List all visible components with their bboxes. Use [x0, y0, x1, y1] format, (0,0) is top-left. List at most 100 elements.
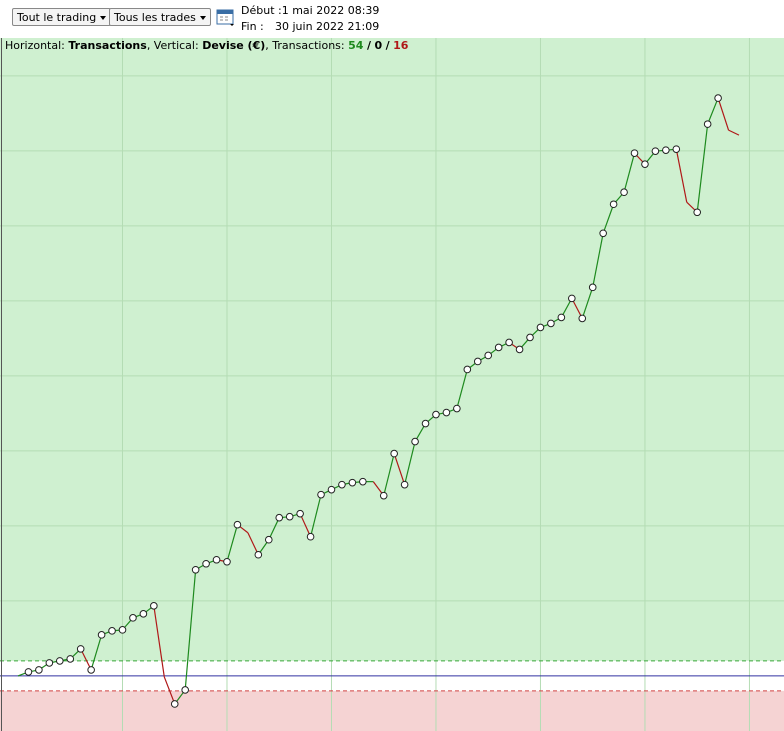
- trade-point: [338, 480, 346, 489]
- trade-point: [390, 449, 398, 458]
- equity-segment: [592, 233, 604, 288]
- trade-point: [118, 626, 127, 634]
- toolbar: Tout le trading Tous les trades Début :1…: [0, 0, 784, 38]
- equity-segment: [728, 129, 740, 136]
- trade-point: [359, 477, 367, 486]
- trade-point: [588, 283, 597, 292]
- trade-point: [672, 145, 681, 153]
- equity-segment: [404, 441, 416, 485]
- trade-point: [453, 404, 461, 413]
- trade-point: [411, 437, 419, 446]
- loss-zone: [0, 690, 784, 731]
- trade-point: [536, 323, 545, 332]
- trade-point: [275, 513, 284, 522]
- value: Transactions: [68, 39, 147, 52]
- trade-point: [97, 631, 106, 639]
- trade-point: [609, 200, 618, 209]
- end-label: Fin :: [241, 20, 264, 33]
- trade-point: [296, 509, 304, 518]
- trade-point: [703, 120, 712, 128]
- trade-point: [547, 319, 555, 328]
- equity-segment: [90, 634, 103, 671]
- calendar-icon[interactable]: [216, 7, 236, 27]
- trade-point: [129, 614, 137, 622]
- profit-zone: [0, 38, 784, 731]
- equity-segment: [623, 153, 636, 193]
- trade-point: [568, 294, 576, 303]
- equity-segment: [247, 532, 259, 556]
- equity-segment: [393, 453, 406, 485]
- equity-segment: [184, 569, 197, 690]
- trade-point: [170, 700, 179, 708]
- trade-point: [494, 343, 503, 352]
- trade-point: [578, 314, 587, 323]
- losses: 16: [393, 39, 409, 52]
- trade-point: [108, 627, 116, 635]
- equity-segment: [309, 494, 322, 537]
- trade-point: [233, 520, 242, 529]
- start-date: Début :1 mai 2022 08:39: [241, 4, 380, 17]
- trade-point: [515, 345, 524, 354]
- trade-point: [400, 480, 409, 489]
- trades-filter[interactable]: Tous les trades: [109, 8, 211, 26]
- trade-point: [630, 149, 639, 157]
- equity-segment: [717, 97, 730, 131]
- label: , Transactions:: [265, 39, 345, 52]
- trade-point: [35, 666, 43, 674]
- sep: /: [366, 39, 371, 52]
- trade-point: [641, 160, 649, 168]
- trade-point: [557, 313, 566, 322]
- trade-point: [150, 602, 158, 610]
- trade-point: [45, 659, 54, 667]
- trade-point: [421, 419, 430, 428]
- trade-point: [599, 229, 607, 238]
- trade-point: [87, 666, 95, 674]
- equity-chart: [0, 38, 784, 731]
- equity-segment: [581, 287, 594, 319]
- equity-segment: [80, 648, 92, 671]
- label: Horizontal:: [5, 39, 65, 52]
- trade-point: [463, 365, 472, 374]
- trade-point: [76, 645, 85, 653]
- trade-point: [526, 333, 534, 342]
- trade-point: [285, 512, 294, 521]
- equity-segment: [696, 124, 709, 213]
- trade-point: [442, 408, 451, 417]
- trade-point: [264, 535, 273, 544]
- trade-point: [306, 532, 315, 541]
- trade-point: [317, 490, 325, 499]
- trade-point: [379, 491, 388, 500]
- label: , Vertical:: [146, 39, 199, 52]
- trade-point: [620, 188, 628, 197]
- equity-segment: [456, 369, 468, 409]
- trade-point: [202, 559, 210, 568]
- equity-segment: [268, 517, 280, 540]
- trade-point: [484, 351, 493, 360]
- equity-segment: [153, 605, 165, 678]
- wins: 54: [348, 39, 364, 52]
- trade-point: [714, 94, 722, 102]
- trade-point: [327, 485, 336, 494]
- equity-segment: [226, 524, 239, 562]
- trade-point: [66, 655, 75, 663]
- value: Devise (€): [202, 39, 266, 52]
- sep: /: [385, 39, 390, 52]
- even: 0: [374, 39, 383, 52]
- equity-segment: [675, 149, 688, 203]
- equity-segment: [163, 676, 176, 705]
- trade-point: [505, 338, 513, 347]
- trade-point: [223, 557, 231, 566]
- trade-point: [662, 146, 670, 154]
- trade-point: [651, 147, 660, 155]
- trade-point: [24, 668, 33, 676]
- trade-point: [432, 410, 440, 419]
- trade-point: [55, 657, 64, 665]
- equity-segment: [299, 513, 312, 537]
- trade-point: [473, 357, 482, 366]
- trade-point: [212, 555, 221, 564]
- end-date: 30 juin 2022 21:09: [275, 20, 380, 33]
- chart-header: Horizontal: Transactions, Vertical: Devi…: [5, 39, 408, 52]
- trading-filter[interactable]: Tout le trading: [12, 8, 112, 26]
- trade-point: [191, 565, 200, 574]
